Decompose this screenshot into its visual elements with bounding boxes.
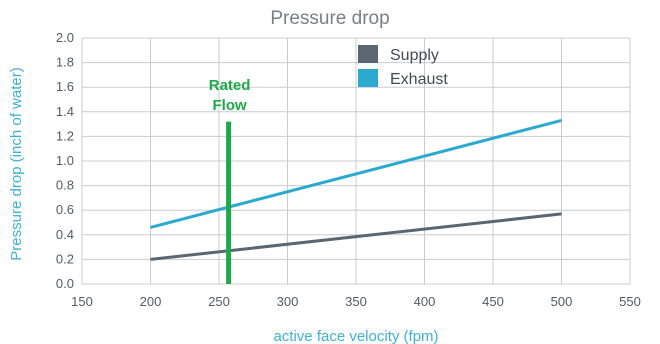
x-tick-label: 250 xyxy=(208,294,230,309)
y-tick-label: 1.6 xyxy=(56,79,74,94)
y-tick-label: 1.4 xyxy=(56,104,74,119)
rated-flow-label-line1: Rated xyxy=(209,77,251,94)
y-tick-label: 0.2 xyxy=(56,251,74,266)
legend-label-supply: Supply xyxy=(390,47,439,64)
x-tick-label: 350 xyxy=(345,294,367,309)
x-tick-label: 300 xyxy=(277,294,299,309)
legend-swatch-exhaust xyxy=(358,69,378,87)
legend: Supply Exhaust xyxy=(358,45,448,88)
series-line-supply xyxy=(150,212,562,261)
y-tick-label: 2.0 xyxy=(56,30,74,45)
y-axis-label: Pressure drop (inch of water) xyxy=(8,67,25,260)
grid xyxy=(81,37,631,285)
y-tick-label: 1.0 xyxy=(56,153,74,168)
rated-flow-label-line2: Flow xyxy=(213,97,247,114)
x-tick-label: 150 xyxy=(71,294,93,309)
legend-label-exhaust: Exhaust xyxy=(390,71,448,88)
legend-swatch-supply xyxy=(358,45,378,63)
chart-title: Pressure drop xyxy=(270,8,389,29)
tick-labels: 0.0 0.2 0.4 0.6 0.8 1.0 1.2 1.4 1.6 1.8 2.0 150 200 2… xyxy=(56,30,641,309)
y-tick-label: 0.8 xyxy=(56,178,74,193)
x-tick-label: 550 xyxy=(619,294,641,309)
series-line-exhaust xyxy=(150,118,562,229)
x-tick-label: 200 xyxy=(140,294,162,309)
y-tick-label: 1.2 xyxy=(56,128,74,143)
y-tick-label: 0.0 xyxy=(56,276,74,291)
y-tick-label: 0.4 xyxy=(56,227,74,242)
x-tick-label: 500 xyxy=(551,294,573,309)
series-lines xyxy=(150,118,562,261)
x-tick-label: 450 xyxy=(482,294,504,309)
rated-flow-annotation: Rated Flow xyxy=(209,77,251,284)
x-tick-label: 400 xyxy=(414,294,436,309)
y-tick-label: 0.6 xyxy=(56,202,74,217)
x-axis-label: active face velocity (fpm) xyxy=(273,328,438,344)
y-tick-label: 1.8 xyxy=(56,55,74,70)
